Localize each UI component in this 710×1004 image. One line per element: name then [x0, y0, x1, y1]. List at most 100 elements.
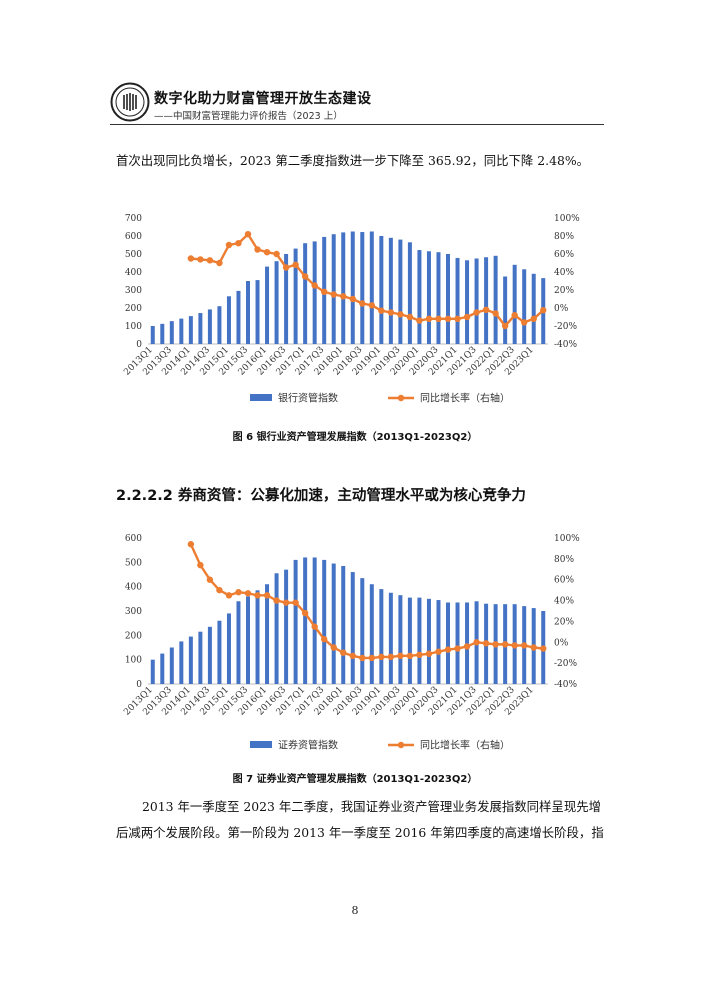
- growth-rate-point: [492, 641, 499, 648]
- bar: [284, 569, 289, 684]
- bar: [407, 242, 412, 344]
- growth-rate-point: [197, 256, 204, 263]
- left-axis-tick-label: 100: [125, 656, 142, 666]
- bar: [379, 589, 384, 684]
- bar: [484, 257, 489, 344]
- growth-rate-point: [397, 311, 404, 318]
- bar: [331, 563, 336, 684]
- growth-rate-point: [244, 231, 252, 238]
- growth-rate-point: [254, 592, 261, 599]
- left-axis-tick-label: 0: [136, 680, 142, 690]
- bar: [398, 239, 403, 344]
- left-axis-tick-label: 500: [125, 558, 142, 568]
- growth-rate-point: [406, 652, 414, 660]
- bar: [150, 326, 155, 344]
- bar: [436, 600, 441, 684]
- growth-rate-point: [378, 307, 385, 314]
- growth-rate-point: [225, 241, 233, 249]
- growth-rate-point: [282, 599, 290, 606]
- bar: [350, 231, 355, 344]
- growth-rate-point: [444, 646, 452, 653]
- growth-rate-point: [225, 592, 233, 599]
- bar: [150, 659, 155, 684]
- legend-bar-swatch: [250, 394, 272, 401]
- bar: [350, 572, 355, 684]
- growth-rate-point: [435, 648, 442, 655]
- bar: [236, 290, 241, 344]
- left-axis-tick-label: 600: [125, 534, 142, 544]
- bar: [303, 557, 308, 684]
- page-number: 8: [351, 904, 359, 917]
- growth-rate-point: [387, 653, 395, 661]
- growth-rate-point: [187, 541, 195, 548]
- right-axis-tick-label: 100%: [554, 534, 580, 544]
- right-axis-tick-label: -20%: [554, 659, 577, 669]
- right-axis-tick-label: -40%: [554, 680, 577, 690]
- growth-rate-point: [473, 309, 480, 316]
- growth-rate-point: [530, 315, 537, 322]
- growth-rate-point: [301, 273, 309, 280]
- bar: [322, 559, 327, 684]
- growth-rate-point: [368, 302, 376, 309]
- bar: [446, 254, 450, 344]
- bar: [474, 258, 479, 344]
- growth-rate-point: [340, 649, 347, 656]
- growth-rate-line: [190, 233, 545, 328]
- growth-rate-point: [349, 295, 356, 303]
- growth-rate-point: [454, 645, 461, 652]
- right-axis-tick-label: 60%: [554, 250, 574, 260]
- bar: [360, 578, 365, 684]
- growth-rate-point: [463, 643, 471, 650]
- bar: [284, 254, 289, 344]
- growth-rate-point: [501, 641, 509, 648]
- growth-rate-point: [216, 259, 223, 267]
- legend-bar-swatch: [250, 741, 272, 748]
- right-axis-tick-label: 60%: [554, 576, 574, 586]
- right-axis-tick-label: 20%: [554, 286, 574, 296]
- growth-rate-point: [425, 650, 433, 657]
- bar: [455, 602, 460, 684]
- bar: [169, 321, 174, 344]
- bar: [265, 584, 270, 684]
- bar: [360, 232, 365, 344]
- growth-rate-point: [492, 310, 499, 317]
- bar: [198, 313, 203, 344]
- bar: [341, 232, 346, 344]
- bar: [388, 237, 393, 344]
- growth-rate-point: [397, 652, 404, 660]
- bar: [426, 251, 431, 344]
- bar: [417, 597, 422, 684]
- right-axis-tick-label: 0%: [554, 638, 569, 648]
- bar: [331, 234, 336, 344]
- chart-svg: 0 100 200 300 400 500 600 700 -40% -20% 0% 20% 40% 60…: [122, 214, 580, 405]
- bar: [303, 243, 308, 344]
- right-axis-tick-label: 40%: [554, 268, 574, 278]
- growth-rate-point: [511, 642, 518, 649]
- bar: [312, 557, 317, 684]
- bar: [446, 602, 450, 684]
- bar: [207, 626, 212, 684]
- legend-line-label: 同比增长率（右轴）: [420, 739, 510, 752]
- growth-rate-point: [454, 315, 461, 322]
- bar: [188, 316, 193, 344]
- growth-rate-point: [292, 599, 299, 606]
- legend-line-marker: [397, 394, 405, 402]
- bar: [493, 255, 498, 344]
- growth-rate-point: [282, 264, 290, 271]
- left-axis-tick-label: 200: [125, 631, 142, 641]
- growth-rate-point: [244, 590, 252, 597]
- bar: [274, 573, 279, 684]
- bar: [255, 590, 260, 684]
- bar: [512, 264, 517, 344]
- bar: [312, 241, 317, 344]
- bar: [465, 260, 470, 344]
- left-axis-tick-label: 0: [136, 340, 142, 350]
- left-axis-tick-label: 200: [125, 304, 142, 314]
- growth-rate-point: [187, 255, 195, 262]
- left-axis-tick-label: 500: [125, 250, 142, 260]
- growth-rate-line: [189, 543, 544, 660]
- growth-rate-point: [435, 315, 442, 322]
- growth-rate-point: [540, 307, 547, 314]
- securities-asset-management-chart: 0 100 200 300 400 500 600 -40% -20% 0% 20% 40% 60% 80…: [110, 530, 604, 760]
- bar: [369, 231, 374, 344]
